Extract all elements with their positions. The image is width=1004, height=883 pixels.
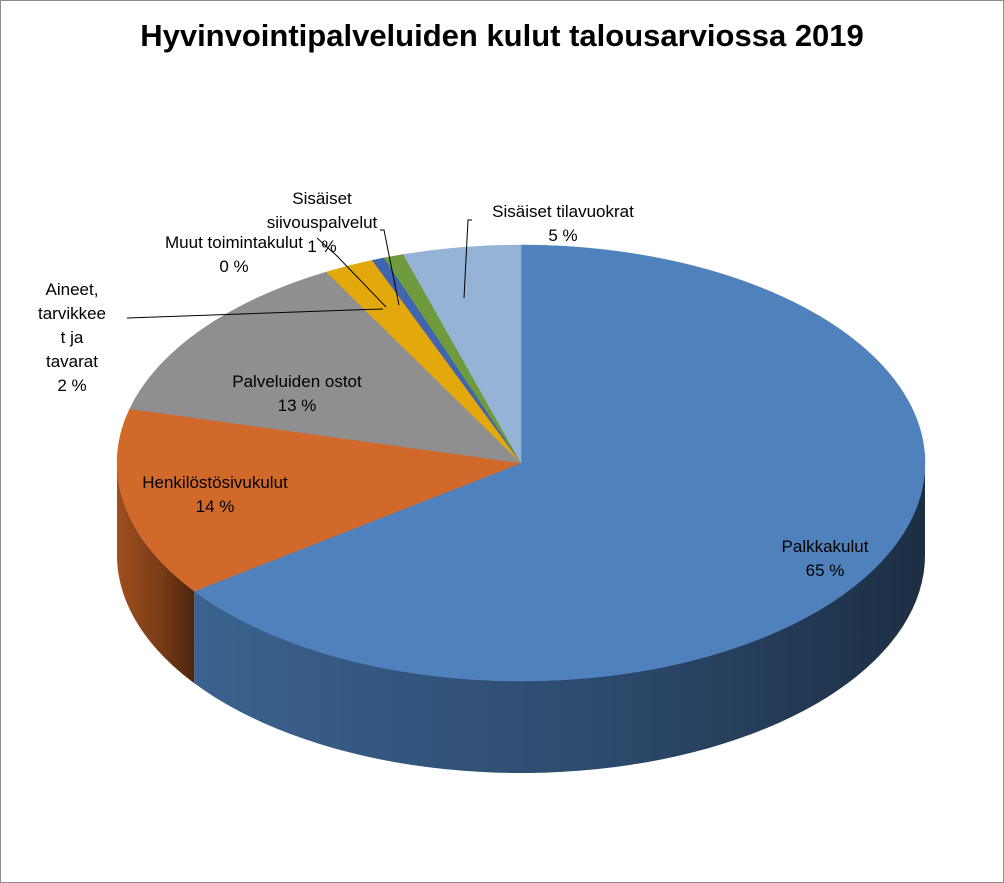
slice-label-sisaiset-siivouspalvelut: Sisäiset siivouspalvelut bbox=[267, 189, 378, 232]
leader-line-aineet-tarvikkeet-ja-tavarat bbox=[126, 308, 384, 319]
slice-value-sisaiset-tilavuokrat: 5 % bbox=[548, 226, 577, 245]
slice-value-palveluiden-ostot: 13 % bbox=[278, 396, 317, 415]
pie-slice-sisaiset-tilavuokrat bbox=[403, 244, 522, 464]
slice-label-aineet-tarvikkeet-ja-tavarat: Aineet, tarvikkee t ja tavarat bbox=[38, 280, 106, 371]
leader-line-sisaiset-tilavuokrat bbox=[463, 219, 472, 299]
slice-value-henkilostosivukulut: 14 % bbox=[196, 497, 235, 516]
slice-label-palveluiden-ostot: Palveluiden ostot bbox=[232, 372, 362, 391]
pie-side-shade-henkilostosivukulut bbox=[117, 463, 195, 684]
slice-label-sisaiset-tilavuokrat: Sisäiset tilavuokrat bbox=[492, 202, 634, 221]
slice-value-aineet-tarvikkeet-ja-tavarat: 2 % bbox=[57, 376, 86, 395]
leader-line-sisaiset-siivouspalvelut bbox=[380, 229, 400, 306]
pie-slice-palkkakulut bbox=[193, 244, 926, 682]
slice-value-palkkakulut: 65 % bbox=[806, 561, 845, 580]
slice-value-sisaiset-siivouspalvelut: 1 % bbox=[307, 237, 336, 256]
slice-label-henkilostosivukulut: Henkilöstösivukulut bbox=[142, 473, 288, 492]
chart-title: Hyvinvointipalveluiden kulut talousarvio… bbox=[140, 18, 864, 53]
pie-slice-henkilostosivukulut bbox=[116, 408, 522, 592]
slice-label-muut-toimintakulut: Muut toimintakulut bbox=[165, 233, 303, 252]
pie-slice-palveluiden-ostot bbox=[129, 271, 522, 464]
slice-label-palkkakulut: Palkkakulut bbox=[782, 537, 869, 556]
leader-line-muut-toimintakulut bbox=[316, 237, 387, 308]
slice-value-muut-toimintakulut: 0 % bbox=[219, 257, 248, 276]
pie-side-shade-palkkakulut bbox=[194, 463, 925, 773]
